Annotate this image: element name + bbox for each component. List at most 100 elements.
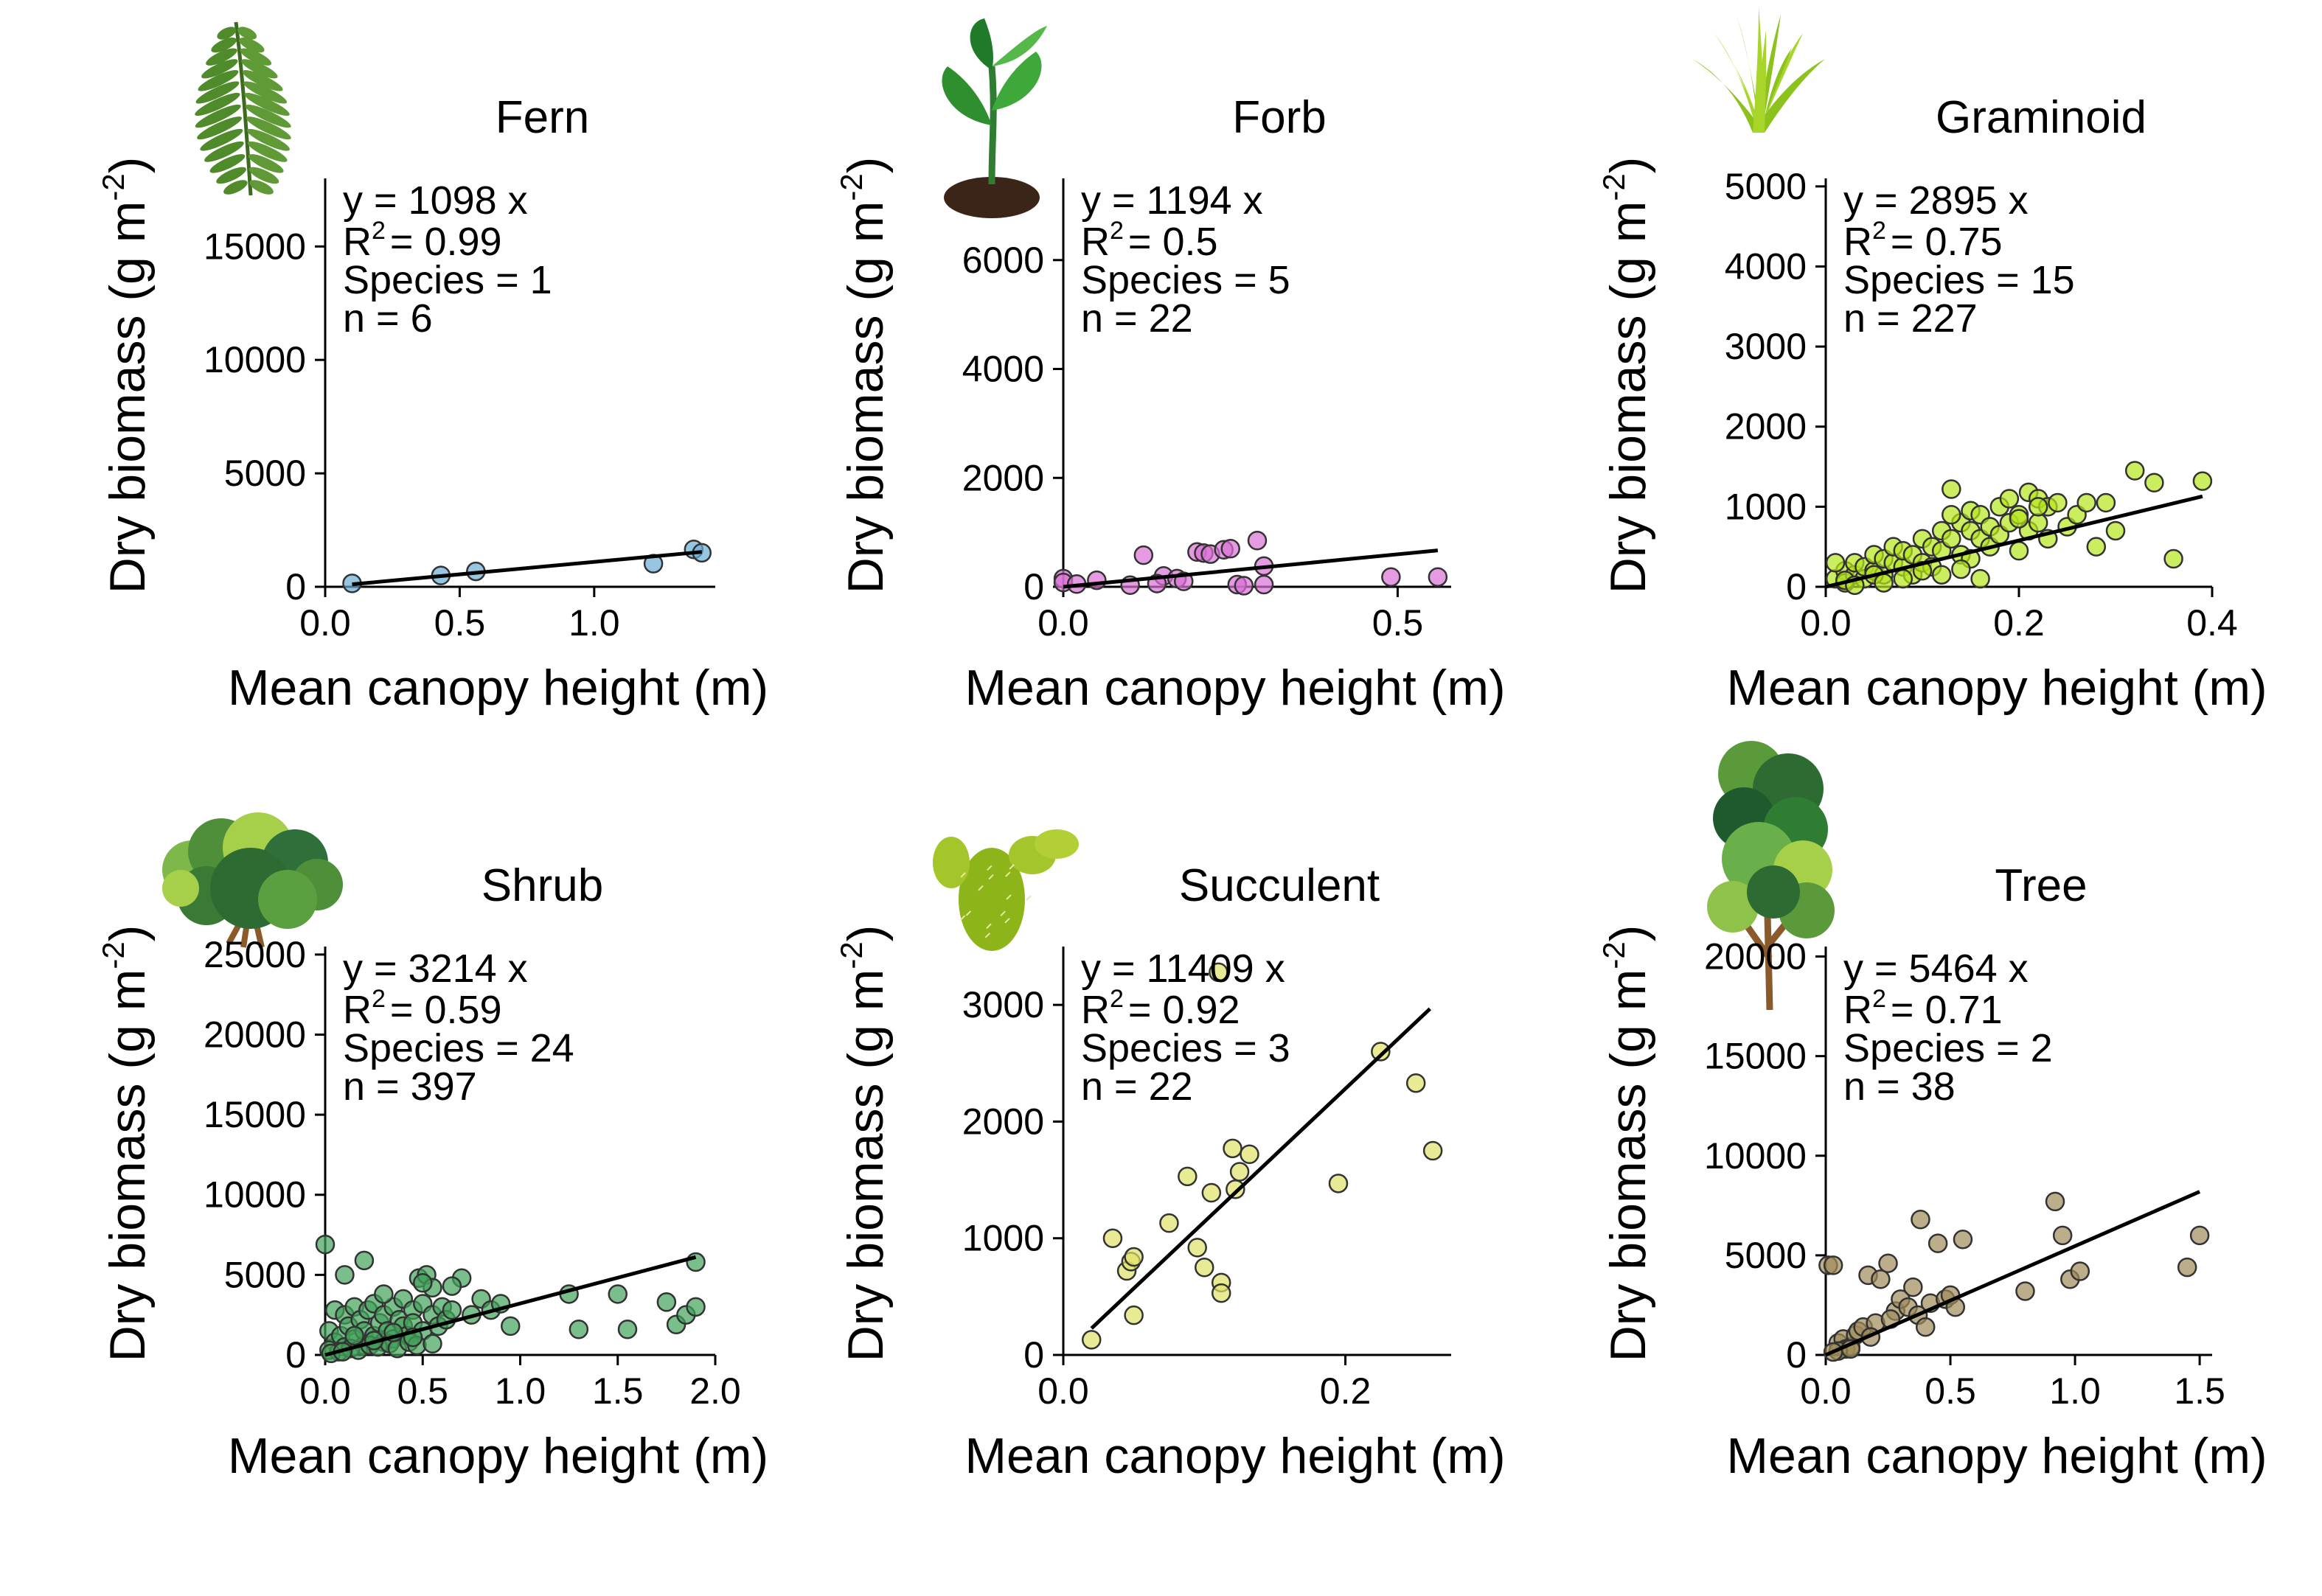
fern-icon (195, 21, 291, 196)
data-point (1087, 570, 1107, 590)
chart-title: Graminoid (1936, 92, 2147, 143)
data-point (2009, 509, 2029, 529)
x-tick-label: 1.0 (495, 1370, 546, 1412)
data-point (1903, 1277, 1923, 1297)
data-point (1187, 1238, 1207, 1258)
r-squared-value: = 0.92 (1128, 988, 1240, 1032)
data-point (1951, 559, 1971, 579)
data-point (1220, 539, 1240, 559)
data-point (1422, 1140, 1443, 1161)
y-tick-label: 5000 (1725, 166, 1807, 207)
data-point (2096, 492, 2116, 513)
data-point (1915, 1317, 1936, 1337)
data-point (1102, 1228, 1123, 1248)
x-axis-label: Mean canopy height (m) (228, 1428, 768, 1484)
x-axis-label: Mean canopy height (m) (1726, 660, 2267, 716)
data-point (2009, 540, 2029, 561)
data-point (1082, 1330, 1102, 1350)
y-tick-label: 3000 (962, 984, 1044, 1025)
data-point (442, 1276, 462, 1296)
y-tick-label: 0 (1786, 566, 1807, 607)
data-point (1371, 1042, 1391, 1062)
data-point (617, 1319, 638, 1339)
x-tick-label: 0.0 (1800, 602, 1852, 644)
y-tick-label: 10000 (204, 1174, 306, 1216)
data-point (608, 1284, 628, 1304)
x-tick-label: 0.0 (299, 1370, 351, 1412)
y-tick-label: 5000 (224, 453, 306, 494)
y-tick-label: 25000 (204, 934, 306, 975)
species-count-text: Species = 24 (343, 1026, 574, 1070)
data-point (2048, 492, 2068, 513)
chart-panel-fern: Fern 0.0 0.5 1.0 0 5000 10000 15000 Mean canopy … (96, 21, 768, 716)
regression-line (1825, 494, 2203, 589)
chart-panel-tree: Tree 0.0 0.5 1.0 1.5 0 5000 10000 15000 20000 Mean… (1596, 741, 2267, 1484)
data-point (1999, 489, 2020, 509)
x-tick-label: 1.0 (569, 602, 620, 644)
y-tick-label: 20000 (1704, 936, 1807, 978)
data-point (354, 1250, 375, 1271)
y-tick-label: 15000 (204, 226, 306, 267)
sample-size-text: n = 38 (1843, 1064, 1956, 1109)
r-squared-text: R2 = 0.99 (343, 217, 502, 264)
x-tick-label: 0.0 (1037, 1370, 1089, 1412)
species-count-text: Species = 15 (1843, 258, 2075, 302)
sample-size-text: n = 227 (1843, 296, 1978, 341)
data-point (374, 1284, 394, 1304)
y-tick-label: 1000 (962, 1218, 1044, 1259)
x-tick-label: 0.0 (299, 602, 351, 644)
y-tick-label: 6000 (962, 240, 1044, 281)
data-point (423, 1334, 442, 1354)
r-squared-value: = 0.75 (1891, 220, 2003, 264)
r-squared-text: R2 = 0.71 (1843, 985, 2003, 1032)
shrub-icon (162, 812, 343, 948)
data-point (315, 1234, 336, 1255)
data-point (1970, 568, 1990, 589)
data-point (1229, 1162, 1250, 1182)
data-point (1234, 576, 1254, 596)
data-point (1133, 545, 1154, 565)
x-tick-label: 1.5 (2174, 1370, 2225, 1412)
x-axis-label: Mean canopy height (m) (964, 1428, 1505, 1484)
y-tick-label: 2000 (962, 457, 1044, 498)
data-point (1871, 1269, 1891, 1289)
x-tick-label: 0.2 (1993, 602, 2045, 644)
sample-size-text: n = 22 (1081, 296, 1193, 341)
data-point (2105, 520, 2126, 541)
y-tick-label: 10000 (204, 339, 306, 380)
data-point (2124, 461, 2145, 481)
y-tick-label: 5000 (1725, 1235, 1807, 1276)
y-tick-label: 4000 (962, 349, 1044, 390)
y-tick-label: 3000 (1725, 326, 1807, 367)
data-point (1254, 574, 1274, 595)
y-axis-label: Dry biomass (g m-2) (96, 925, 156, 1362)
species-count-text: Species = 1 (343, 258, 552, 302)
y-tick-label: 0 (285, 1334, 306, 1376)
data-point (2076, 492, 2096, 513)
data-point (1159, 1213, 1179, 1233)
y-tick-label: 15000 (1704, 1036, 1807, 1077)
data-point (1942, 479, 1961, 499)
regression-line (1090, 1007, 1432, 1330)
data-point (2177, 1257, 2197, 1278)
data-point (2028, 497, 2048, 517)
data-point (2189, 1225, 2210, 1246)
data-point (2028, 512, 2048, 533)
chart-title: Succulent (1179, 860, 1380, 911)
data-point (344, 1325, 364, 1346)
x-tick-label: 0.5 (397, 1370, 448, 1412)
sample-size-text: n = 22 (1081, 1064, 1193, 1109)
grass-icon (1692, 7, 1825, 133)
data-point (1247, 530, 1268, 551)
equation-text: y = 5464 x (1843, 947, 2029, 991)
y-tick-label: 0 (1023, 566, 1044, 607)
data-point (2163, 548, 2183, 569)
data-point (1931, 565, 1952, 585)
data-point (1178, 1166, 1198, 1187)
regression-line (1063, 548, 1439, 589)
x-tick-label: 1.5 (592, 1370, 644, 1412)
data-point (1328, 1174, 1349, 1193)
r-squared-value: = 0.71 (1891, 988, 2003, 1032)
x-tick-label: 1.0 (2049, 1370, 2101, 1412)
x-tick-label: 0.0 (1800, 1370, 1852, 1412)
